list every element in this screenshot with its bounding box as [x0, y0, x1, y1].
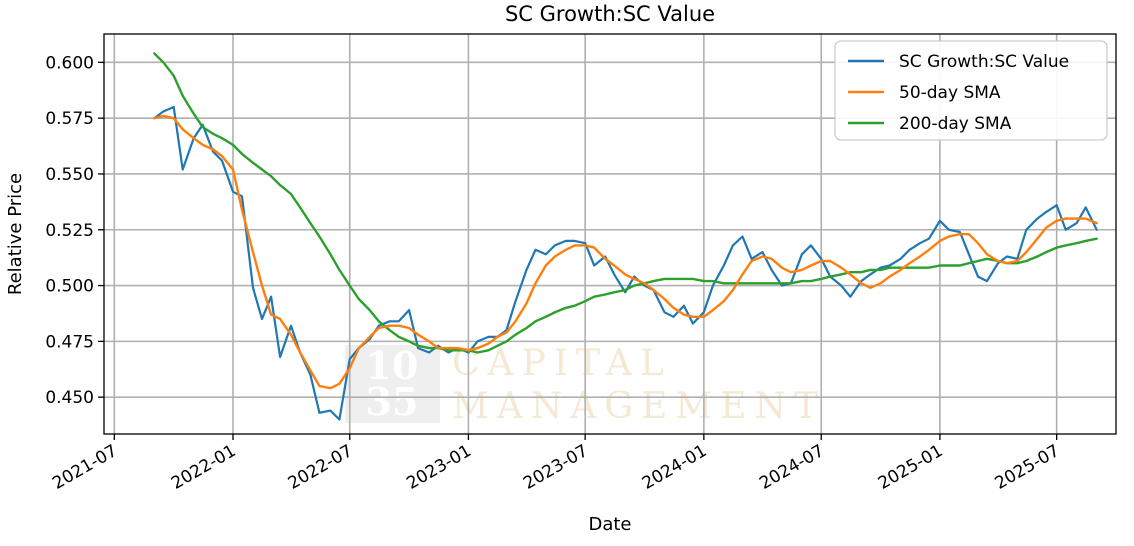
x-tick-label: 2023-07 — [520, 441, 592, 494]
legend-item-ratio-label: SC Growth:SC Value — [899, 52, 1069, 72]
x-tick-label: 2021-07 — [49, 441, 121, 494]
plot-frame — [103, 33, 1117, 435]
y-tick-label: 0.600 — [45, 53, 94, 73]
x-tick-label: 2022-01 — [168, 441, 240, 494]
y-tick-label: 0.575 — [45, 109, 94, 129]
grid — [104, 34, 1116, 434]
x-tick-label: 2023-01 — [403, 441, 475, 494]
legend-item-sma50-label: 50-day SMA — [899, 83, 1001, 103]
plot-lines — [153, 52, 1098, 421]
x-tick-label: 2024-07 — [756, 441, 828, 494]
legend: SC Growth:SC Value 50-day SMA 200-day SMA — [834, 40, 1108, 141]
y-tick-label: 0.450 — [45, 388, 94, 408]
x-tick-label: 2022-07 — [285, 441, 357, 494]
y-axis: 0.450 0.475 0.500 0.525 0.550 0.575 0.600 — [45, 53, 104, 408]
y-tick-label: 0.525 — [45, 221, 94, 241]
x-tick-label: 2025-07 — [992, 441, 1064, 494]
y-tick-label: 0.500 — [45, 277, 94, 297]
y-tick-label: 0.475 — [45, 332, 94, 352]
y-axis-title: Relative Price — [5, 173, 26, 295]
x-axis: 2021-07 2022-01 2022-07 2023-01 2023-07 2024-… — [49, 434, 1063, 494]
x-axis-title: Date — [588, 514, 631, 535]
x-tick-label: 2025-01 — [875, 441, 947, 494]
watermark-logo-bottom: 35 — [366, 379, 419, 424]
watermark-logo — [345, 345, 440, 423]
y-tick-label: 0.550 — [45, 165, 94, 185]
legend-box — [834, 40, 1108, 141]
chart-title: SC Growth:SC Value — [505, 2, 715, 26]
watermark-logo-top: 10 — [366, 343, 419, 388]
watermark-word-bottom: MANAGEMENT — [452, 386, 826, 427]
series-line-ratio — [153, 105, 1098, 421]
series-line-sma200 — [153, 52, 1098, 354]
series-line-sma50 — [153, 114, 1098, 390]
x-tick-label: 2024-01 — [639, 441, 711, 494]
watermark: 10 35 CAPITAL MANAGEMENT — [345, 343, 826, 427]
legend-item-sma200-label: 200-day SMA — [899, 114, 1012, 134]
watermark-word-top: CAPITAL — [452, 343, 672, 384]
